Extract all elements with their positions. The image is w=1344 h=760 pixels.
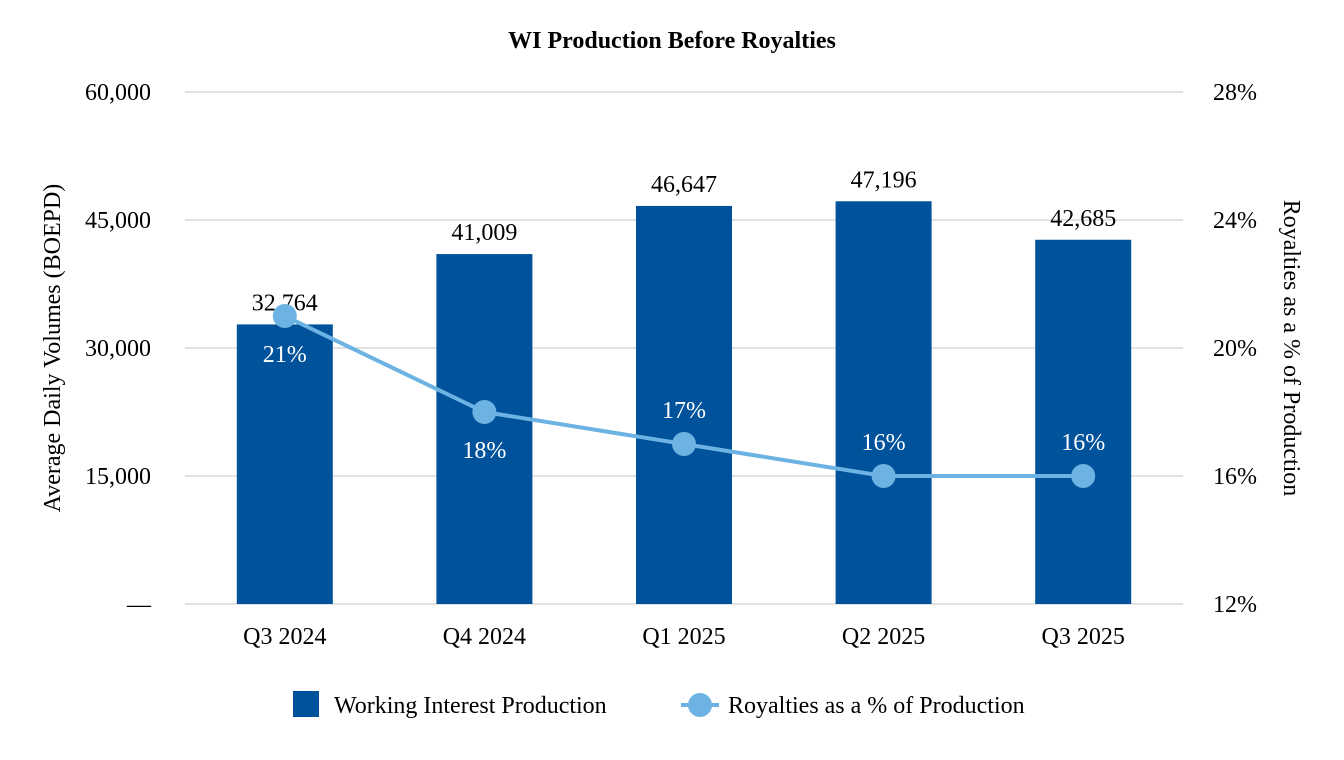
y-tick-label: — bbox=[126, 592, 152, 618]
royalty-point bbox=[1071, 464, 1096, 488]
y2-axis-ticks: 12% 16% 20% 24% 28% bbox=[1213, 80, 1257, 618]
bar bbox=[1035, 239, 1132, 604]
y2-tick-label: 24% bbox=[1213, 208, 1257, 234]
bar-value-label: 42,685 bbox=[1050, 206, 1116, 232]
royalty-value-label: 17% bbox=[662, 398, 706, 424]
royalty-value-label: 16% bbox=[1061, 430, 1105, 456]
legend-line-label: Royalties as a % of Production bbox=[728, 693, 1025, 719]
y-axis-label: Average Daily Volumes (BOEPD) bbox=[40, 184, 66, 513]
y-tick-label: 45,000 bbox=[85, 208, 151, 234]
y-tick-label: 30,000 bbox=[85, 336, 151, 362]
bar bbox=[236, 324, 333, 604]
y2-tick-label: 12% bbox=[1213, 592, 1257, 618]
x-tick-label: Q2 2025 bbox=[842, 624, 925, 650]
bar bbox=[436, 254, 533, 605]
royalty-value-label: 18% bbox=[462, 438, 506, 464]
line-series bbox=[272, 304, 1096, 488]
x-tick-label: Q3 2025 bbox=[1042, 624, 1125, 650]
x-axis-ticks: Q3 2024 Q4 2024 Q1 2025 Q2 2025 Q3 2025 bbox=[243, 624, 1125, 650]
royalty-value-label: 21% bbox=[263, 342, 307, 368]
bar-value-label: 47,196 bbox=[851, 167, 917, 193]
royalty-point bbox=[871, 464, 896, 488]
royalty-point bbox=[272, 304, 297, 328]
x-tick-label: Q3 2024 bbox=[243, 624, 326, 650]
line-data-labels: 21% 18% 17% 16% 16% bbox=[263, 342, 1105, 464]
x-tick-label: Q4 2024 bbox=[443, 624, 526, 650]
y-tick-label: 60,000 bbox=[85, 80, 151, 106]
y2-tick-label: 16% bbox=[1213, 464, 1257, 490]
bar-value-label: 46,647 bbox=[651, 172, 717, 198]
legend-bar-swatch bbox=[293, 691, 319, 717]
royalty-value-label: 16% bbox=[862, 430, 906, 456]
legend-bar-label: Working Interest Production bbox=[334, 693, 607, 719]
legend-line-marker bbox=[688, 693, 712, 717]
chart-title: WI Production Before Royalties bbox=[508, 28, 836, 54]
x-tick-label: Q1 2025 bbox=[642, 624, 725, 650]
legend: Working Interest Production Royalties as… bbox=[293, 691, 1025, 719]
royalty-point bbox=[472, 400, 497, 424]
y2-axis-label: Royalties as a % of Production bbox=[1278, 200, 1304, 497]
y-tick-label: 15,000 bbox=[85, 464, 151, 490]
bar-value-label: 41,009 bbox=[451, 220, 517, 246]
bar-series bbox=[236, 201, 1132, 605]
y2-tick-label: 20% bbox=[1213, 336, 1257, 362]
bar bbox=[835, 201, 932, 604]
y2-tick-label: 28% bbox=[1213, 80, 1257, 106]
bar bbox=[636, 205, 732, 604]
royalty-point bbox=[672, 432, 696, 456]
y-axis-ticks: — 15,000 30,000 45,000 60,000 bbox=[85, 80, 152, 618]
